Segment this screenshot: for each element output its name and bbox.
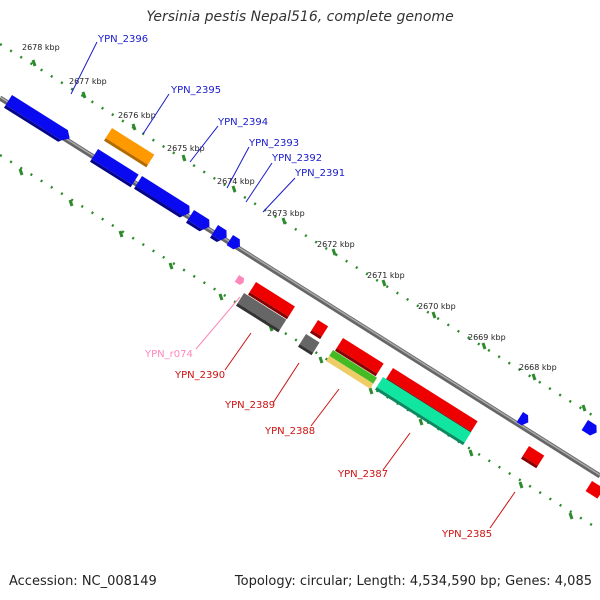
cds-feature-red[interactable]: [310, 320, 329, 340]
kbp-tick-label: 2671 kbp: [367, 271, 405, 280]
kbp-tick-label: 2673 kbp: [267, 209, 305, 218]
kbp-tick-label: 2676 kbp: [118, 111, 156, 120]
gene-label[interactable]: YPN_2394: [217, 117, 268, 128]
cds-feature-red[interactable]: [335, 338, 384, 377]
genome-summary-text: Topology: circular; Length: 4,534,590 bp…: [234, 574, 592, 589]
cds-feature-blue[interactable]: [516, 412, 532, 427]
cds-feature-red[interactable]: [248, 282, 295, 320]
cds-feature-blue[interactable]: [226, 235, 244, 252]
outer-dotted-track: [0, 42, 600, 422]
cds-feature-red[interactable]: [521, 446, 545, 469]
gene-labels-top: YPN_2396 YPN_2395 YPN_2394 YPN_2393 YPN_…: [97, 34, 345, 179]
kbp-tick-label: 2674 kbp: [217, 177, 255, 186]
inner-tick-marks: [18, 168, 574, 520]
gene-label[interactable]: YPN_2389: [224, 400, 275, 411]
gene-label[interactable]: YPN_2387: [337, 469, 388, 480]
accession-text: Accession: NC_008149: [9, 574, 157, 589]
cds-feature-green[interactable]: [326, 350, 378, 389]
cds-feature-teal[interactable]: [375, 377, 472, 446]
cds-feature-blue[interactable]: [134, 176, 193, 221]
gene-label[interactable]: YPN_2392: [271, 153, 322, 164]
cds-feature-gray[interactable]: [298, 334, 320, 356]
cds-feature-blue[interactable]: [581, 420, 600, 438]
kbp-tick-marks: [31, 59, 587, 412]
cds-feature-orange[interactable]: [104, 128, 155, 168]
cds-feature-blue[interactable]: [90, 149, 139, 188]
gene-labels-bottom: YPN_2390 YPN_2389 YPN_2388 YPN_2387 YPN_…: [174, 370, 492, 540]
kbp-tick-label: 2678 kbp: [22, 43, 60, 52]
gene-label[interactable]: YPN_2388: [264, 426, 315, 437]
genome-title: Yersinia pestis Nepal516, complete genom…: [146, 9, 454, 25]
kbp-tick-label: 2677 kbp: [69, 77, 107, 86]
cds-feature-red[interactable]: [585, 481, 600, 499]
gene-leader-lines-bottom: [224, 332, 516, 529]
cds-feature-blue[interactable]: [210, 225, 230, 245]
kbp-tick-label: 2669 kbp: [468, 333, 506, 342]
trna-feature-pink[interactable]: [234, 275, 246, 286]
gene-leader-lines-top: [70, 41, 296, 213]
cds-feature-gray[interactable]: [236, 293, 287, 333]
kbp-tick-label: 2670 kbp: [418, 302, 456, 311]
inner-dotted-track: [0, 153, 600, 532]
gene-label[interactable]: YPN_2395: [170, 85, 221, 96]
gene-leader-line: [195, 296, 241, 350]
kbp-tick-label: 2668 kbp: [519, 363, 557, 372]
kbp-tick-label: 2672 kbp: [317, 240, 355, 249]
gene-label[interactable]: YPN_2396: [97, 34, 148, 45]
gene-label[interactable]: YPN_2391: [294, 168, 345, 179]
cds-feature-blue[interactable]: [4, 95, 73, 146]
gene-label[interactable]: YPN_2390: [174, 370, 225, 381]
kbp-tick-labels: 2678 kbp 2677 kbp 2676 kbp 2675 kbp 2674…: [22, 43, 557, 372]
gene-label[interactable]: YPN_2385: [441, 529, 492, 540]
gene-label[interactable]: YPN_r074: [144, 349, 193, 360]
cds-feature-blue[interactable]: [186, 210, 213, 234]
kbp-tick-label: 2675 kbp: [167, 144, 205, 153]
gene-label[interactable]: YPN_2393: [248, 138, 299, 149]
